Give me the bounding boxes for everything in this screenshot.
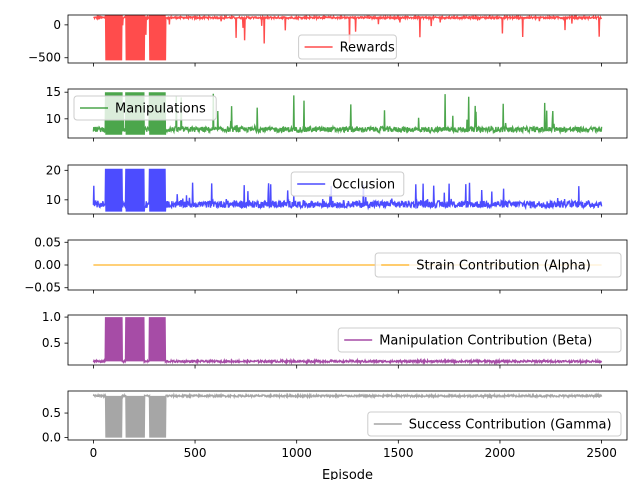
- subplot-5: 1.0 0.5 Manipulation Contribution (Beta): [42, 310, 628, 369]
- series-line-1: [93, 15, 603, 61]
- y-tick-label: 0.5: [42, 336, 61, 350]
- x-tick-label: 500: [184, 446, 207, 460]
- legend: Manipulations: [73, 95, 217, 121]
- y-tick-label: 15: [46, 85, 61, 99]
- legend-box: [73, 95, 217, 121]
- legend-label: Manipulations: [115, 102, 206, 117]
- series-line-5: [92, 317, 603, 365]
- y-tick-label: 0.00: [34, 258, 61, 272]
- y-tick-label: −500: [28, 51, 61, 65]
- legend-label: Rewards: [340, 41, 395, 56]
- subplot-4: 0.05 0.00 −0.05 Strain Contribution (Alpha): [24, 235, 628, 295]
- axes-frame: [67, 390, 628, 441]
- axes-frame: [67, 88, 628, 139]
- legend-box: [290, 171, 405, 197]
- x-tick-label: 2000: [485, 446, 516, 460]
- y-tick-label: 0.05: [34, 235, 61, 249]
- subplot-6: 0.5 0.0 0 500 1000 1500 2000 2500 Success Contri…: [42, 390, 628, 460]
- x-tick-label: 1000: [281, 446, 312, 460]
- x-tick-label: 0: [90, 446, 98, 460]
- y-tick-label: 20: [46, 163, 61, 177]
- series-line-2: [92, 92, 603, 135]
- axes-frame: [67, 164, 628, 215]
- legend: Rewards: [298, 34, 397, 60]
- y-tick-label: 10: [46, 193, 61, 207]
- y-tick-label: 1.0: [42, 310, 61, 324]
- axes-frame: [67, 14, 628, 64]
- legend-box: [374, 252, 622, 278]
- legend-label: Strain Contribution (Alpha): [416, 259, 591, 274]
- y-tick-label: 0.0: [42, 431, 61, 445]
- legend: Strain Contribution (Alpha): [374, 252, 622, 278]
- y-tick-label: 0: [53, 18, 61, 32]
- legend: Manipulation Contribution (Beta): [337, 327, 622, 353]
- subplot-3: 20 10 Occlusion: [46, 163, 628, 218]
- series-line-6: [92, 392, 603, 438]
- legend: Success Contribution (Gamma): [367, 411, 622, 437]
- y-tick-label: 0.5: [42, 406, 61, 420]
- x-tick-label: 1500: [383, 446, 414, 460]
- legend-box: [367, 411, 622, 437]
- x-tick-label: 2500: [586, 446, 617, 460]
- axes-frame: [67, 314, 628, 366]
- y-tick-label: 10: [46, 112, 61, 126]
- x-axis-label: Episode: [322, 468, 373, 480]
- legend-box: [298, 34, 397, 60]
- series-line-3: [92, 168, 603, 212]
- y-tick-label: −0.05: [24, 281, 61, 295]
- legend-box: [337, 327, 622, 353]
- legend-label: Manipulation Contribution (Beta): [379, 334, 592, 349]
- legend: Occlusion: [290, 171, 405, 197]
- legend-label: Occlusion: [332, 178, 395, 193]
- subplot-2: 15 10 Manipulations: [46, 85, 628, 142]
- legend-label: Success Contribution (Gamma): [409, 418, 612, 433]
- subplot-1: 0 −500 Rewards: [28, 14, 628, 67]
